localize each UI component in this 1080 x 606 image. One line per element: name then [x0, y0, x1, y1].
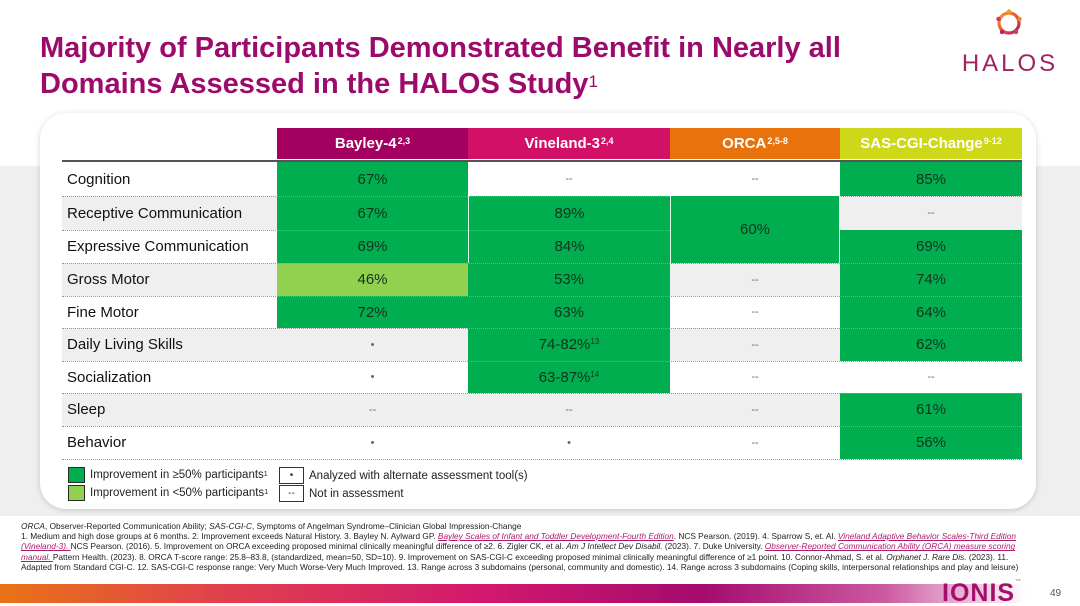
halos-logo: HALOS [960, 6, 1060, 77]
row-divider [62, 296, 1022, 297]
cell-vineland: -- [565, 173, 573, 185]
row-divider [62, 459, 1022, 460]
domain-label: Daily Living Skills [67, 336, 183, 353]
footer-gradient-bar [0, 584, 1080, 603]
cell-sas: 74% [840, 263, 1022, 296]
cell-sas: 56% [840, 426, 1022, 459]
cell-sas: 61% [840, 393, 1022, 426]
link-bayley-reference[interactable]: Bayley Scales of Infant and Toddler Deve… [437, 531, 674, 542]
cell-bayley: 67% [277, 162, 468, 196]
footnotes: ORCA, Observer-Reported Communication Ab… [21, 521, 1041, 572]
cell-sas: 85% [840, 162, 1022, 196]
cell-sas: 62% [840, 328, 1022, 361]
domain-label: Socialization [67, 368, 152, 386]
cell-vineland: 63% [468, 296, 670, 328]
cell-sas: 69% [840, 230, 1022, 263]
cell-orca: -- [751, 371, 759, 383]
cell-bayley: 46% [277, 263, 468, 296]
table-row-expressive-communication: Expressive Communication 69% 84% 69% [62, 230, 1022, 264]
title-line-1: Majority of Participants Demonstrated Be… [40, 32, 841, 64]
domain-label: Cognition [67, 170, 131, 188]
halos-ring-icon [996, 9, 1022, 35]
title-line-2: Domains Assessed in the HALOS Study1 [40, 68, 598, 100]
domain-label: Sleep [67, 401, 106, 418]
cell-orca: -- [751, 338, 759, 351]
row-divider [62, 361, 1022, 362]
cell-sas: -- [927, 371, 935, 383]
dash-icon: -- [279, 485, 304, 502]
cell-sas: 64% [840, 296, 1022, 328]
cell-orca: -- [751, 173, 759, 185]
cell-vineland: • [567, 436, 571, 449]
cell-bayley: • [370, 371, 375, 383]
page-number: 49 [1050, 588, 1062, 599]
row-divider [62, 230, 670, 231]
cell-vineland: 63-87% 14 [468, 361, 670, 393]
row-divider [62, 393, 1022, 394]
cell-orca-communication-merged: 60% [670, 196, 840, 263]
bullet-icon: • [279, 467, 304, 484]
link-vineland-reference[interactable]: Vineland Adaptive Behavior Scales-Third … [21, 531, 1016, 552]
header-vineland: Vineland-3 2,4 [468, 128, 670, 159]
references: 1. Medium and high dose groups at 6 mont… [21, 531, 1019, 572]
cell-bayley: 72% [277, 296, 468, 328]
header-bayley: Bayley-4 2,3 [277, 128, 468, 159]
slide-title: Majority of Participants Demonstrated Be… [40, 30, 940, 102]
legend-swatch-dark-green [68, 467, 85, 483]
cell-vineland: 74-82% 13 [468, 328, 670, 361]
legend-item-not-in-assessment: -- Not in assessment [279, 485, 404, 502]
ionis-logo: IONIS™ [942, 579, 1023, 606]
row-divider [62, 263, 1022, 264]
link-orca-reference[interactable]: Observer-Reported Communication Ability … [21, 541, 1016, 562]
cell-orca: -- [751, 306, 759, 318]
table-row-daily-living-skills: Daily Living Skills • 74-82% 13 -- 62% [62, 328, 1022, 362]
legend-item-alternate: • Analyzed with alternate assessment too… [279, 467, 528, 484]
cell-vineland: 89% [468, 196, 670, 230]
header-sas-cgi-change: SAS-CGI-Change 9-12 [840, 128, 1022, 159]
row-divider [62, 328, 1022, 329]
cell-orca: -- [751, 273, 759, 286]
cell-orca: -- [751, 403, 759, 416]
domain-label: Gross Motor [67, 271, 150, 288]
table-row-sleep: Sleep -- -- -- 61% [62, 393, 1022, 427]
row-divider [62, 196, 1022, 197]
cell-bayley: 69% [277, 230, 468, 263]
title-superscript: 1 [588, 72, 598, 91]
cell-vineland: 84% [468, 230, 670, 263]
legend-swatch-light-green [68, 485, 85, 501]
header-divider [62, 160, 1022, 162]
table-row-fine-motor: Fine Motor 72% 63% -- 64% [62, 296, 1022, 329]
legend-item-ge50: Improvement in ≥50% participants 1 [68, 467, 268, 483]
cell-vineland: 53% [468, 263, 670, 296]
cell-vineland: -- [565, 403, 573, 416]
abbreviations: ORCA, Observer-Reported Communication Ab… [21, 521, 522, 531]
domain-label: Receptive Communication [67, 204, 243, 222]
table-row-receptive-communication: Receptive Communication 67% 89% -- [62, 196, 1022, 231]
cell-sas: -- [927, 207, 935, 219]
cell-bayley: • [370, 436, 375, 449]
cell-bayley: • [370, 338, 375, 351]
table-row-cognition: Cognition 67% -- -- 85% [62, 162, 1022, 197]
domain-label: Expressive Communication [67, 238, 249, 255]
cell-bayley: -- [368, 403, 377, 416]
cell-orca: -- [751, 436, 759, 449]
domain-label: Fine Motor [67, 303, 139, 321]
table-row-behavior: Behavior • • -- 56% [62, 426, 1022, 460]
cell-bayley: 67% [277, 196, 468, 230]
table-row-socialization: Socialization • 63-87% 14 -- -- [62, 361, 1022, 394]
halos-wordmark: HALOS [961, 50, 1059, 77]
row-divider [62, 426, 1022, 427]
domain-label: Behavior [67, 434, 127, 451]
legend-item-lt50: Improvement in <50% participants 1 [68, 485, 268, 501]
header-orca: ORCA 2,5-8 [670, 128, 840, 159]
table-row-gross-motor: Gross Motor 46% 53% -- 74% [62, 263, 1022, 297]
